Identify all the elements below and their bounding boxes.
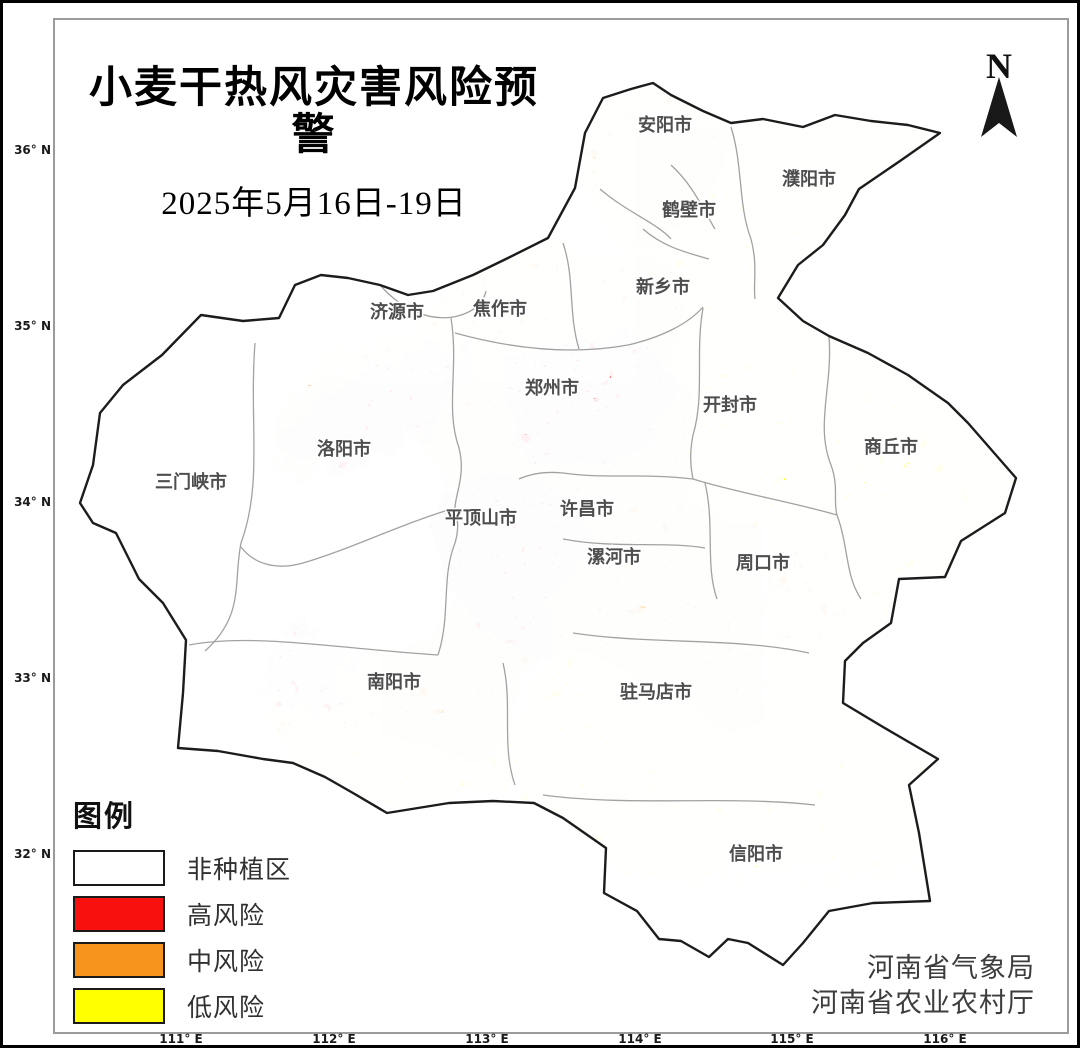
lat-tick-label: 33° N [14,671,51,685]
lat-tick-label: 36° N [14,143,51,157]
city-label: 商丘市 [864,436,918,457]
city-label: 焦作市 [472,298,527,319]
north-arrow-icon [981,77,1017,137]
city-label: 漯河市 [587,546,641,567]
city-label: 驻马店市 [620,681,692,702]
city-label: 平顶山市 [445,507,517,528]
lon-tick-label: 113° E [465,1032,509,1046]
city-label: 开封市 [703,394,757,415]
city-label: 鹤壁市 [662,199,716,220]
city-label: 济源市 [370,301,424,322]
city-label: 信阳市 [729,843,783,864]
lon-tick-label: 114° E [618,1032,662,1046]
city-label: 许昌市 [560,498,614,519]
lat-tick-label: 35° N [14,319,51,333]
city-label: 新乡市 [636,276,690,297]
city-label: 洛阳市 [317,438,371,459]
lon-tick-label: 115° E [770,1032,814,1046]
lon-tick-label: 112° E [312,1032,356,1046]
city-label: 郑州市 [525,377,579,398]
city-label: 南阳市 [367,671,421,692]
province-border [78,81,1018,967]
risk-fill-layers [80,83,1016,965]
city-label: 周口市 [736,552,790,573]
lon-tick-label: 116° E [923,1032,967,1046]
speckle-texture-coarse [80,83,1016,965]
lat-tick-label: 32° N [14,847,51,861]
lon-tick-label: 111° E [159,1032,203,1046]
city-label: 濮阳市 [782,168,836,189]
city-label: 三门峡市 [155,471,227,492]
city-label: 安阳市 [638,114,692,135]
city-boundaries [188,126,862,806]
lat-tick-label: 34° N [14,495,51,509]
